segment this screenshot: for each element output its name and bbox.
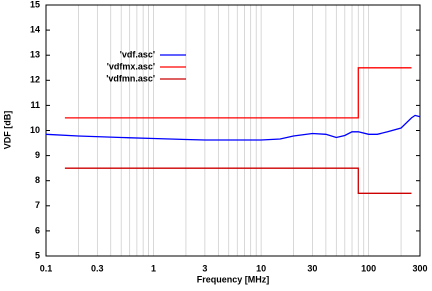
x-tick-label: 100: [361, 263, 376, 273]
y-tick-label: 5: [35, 250, 40, 260]
y-tick-label: 15: [30, 0, 40, 9]
legend-label: 'vdfmx.asc': [107, 61, 155, 71]
y-tick-label: 8: [35, 175, 40, 185]
y-tick-label: 12: [30, 75, 40, 85]
y-axis-label: VDF [dB]: [2, 111, 12, 150]
y-tick-label: 13: [30, 50, 40, 60]
plot-frame: [45, 4, 421, 257]
legend-label: 'vdfmn.asc': [106, 73, 155, 83]
x-tick-label: 30: [307, 263, 317, 273]
line-series: [64, 67, 412, 119]
x-tick-label: 3: [202, 263, 207, 273]
y-tick-label: 6: [35, 225, 40, 235]
y-tick-label: 11: [30, 100, 40, 110]
legend-label: 'vdf.asc': [120, 49, 155, 59]
y-tick-label: 9: [35, 150, 40, 160]
x-axis-label: Frequency [MHz]: [197, 274, 270, 284]
x-tick-label: 0.1: [40, 263, 53, 273]
x-tick-label: 300: [412, 263, 427, 273]
y-tick-label: 7: [35, 200, 40, 210]
y-tick-label: 14: [30, 24, 40, 34]
x-tick-label: 0.3: [91, 263, 104, 273]
line-series: [45, 114, 421, 141]
x-tick-label: 10: [256, 263, 266, 273]
y-tick-label: 10: [30, 125, 40, 135]
x-tick-label: 1: [151, 263, 156, 273]
line-series: [64, 167, 412, 194]
